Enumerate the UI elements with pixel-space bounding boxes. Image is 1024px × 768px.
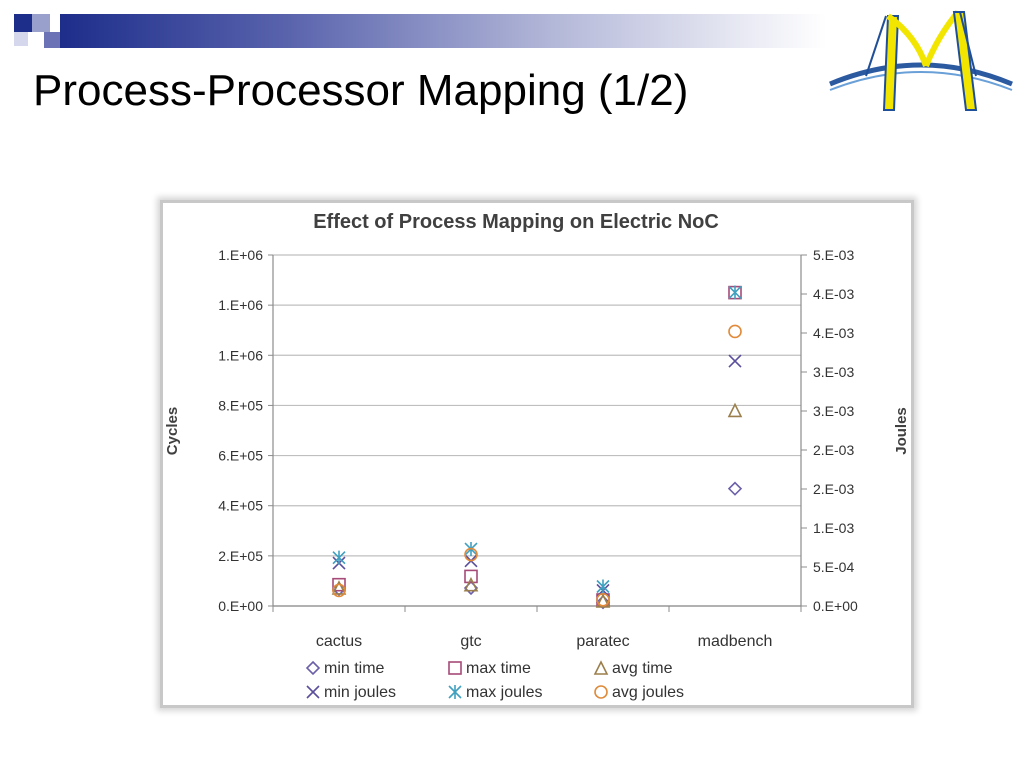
y2-tick-label: 3.E-03 — [813, 403, 854, 419]
marker-square — [464, 569, 478, 584]
y2-tick-label: 4.E-03 — [813, 286, 854, 302]
legend-marker-max-joules — [448, 685, 462, 699]
marker-star — [728, 285, 742, 300]
legend-item-avg-joules: avg joules — [594, 684, 684, 701]
plot-area: 0.E+00 2.E+05 4.E+05 6.E+05 8.E+05 1.E+06 1.E+… — [218, 247, 858, 650]
point-max-time — [464, 569, 478, 584]
chart-title: Effect of Process Mapping on Electric No… — [313, 211, 719, 233]
legend-item-min-joules: min joules — [306, 684, 396, 701]
marker-circle — [596, 592, 610, 607]
legend-item-max-joules: max joules — [448, 684, 542, 701]
chart-frame: Effect of Process Mapping on Electric No… — [160, 200, 914, 708]
point-max-joules — [332, 550, 346, 565]
legend-item-avg-time: avg time — [593, 660, 673, 677]
marker-star — [596, 579, 610, 594]
header-square-light — [32, 14, 50, 32]
logo-icon — [829, 10, 1013, 111]
point-avg-joules — [728, 324, 742, 339]
marker-x — [306, 685, 320, 699]
point-avg-time — [463, 576, 479, 592]
legend-label-max-joules: max joules — [466, 684, 542, 701]
legend-label-min-time: min time — [324, 660, 385, 677]
y-tick-label: 4.E+05 — [218, 498, 263, 514]
legend-item-min-time: min time — [305, 660, 385, 677]
point-min-time — [595, 595, 611, 610]
point-max-joules — [728, 285, 742, 300]
header-square-dark — [14, 14, 32, 32]
legend-marker-min-time — [305, 660, 321, 676]
y-tick-label: 1.E+06 — [218, 297, 263, 313]
legend-label-min-joules: min joules — [324, 684, 396, 701]
point-max-time — [332, 577, 346, 592]
header-square-faint — [14, 32, 28, 46]
point-avg-time — [727, 402, 743, 418]
legend: min time max time avg time min joules max jo… — [305, 660, 684, 701]
point-min-time — [727, 481, 743, 496]
x-tick-label: cactus — [316, 633, 362, 650]
point-avg-joules — [596, 592, 610, 607]
y-tick-label: 2.E+05 — [218, 548, 263, 564]
marker-diamond — [595, 595, 611, 610]
x-tick-label: madbench — [698, 633, 773, 650]
marker-diamond — [305, 660, 321, 676]
marker-circle — [594, 685, 608, 699]
legend-marker-avg-time — [593, 660, 609, 675]
header-square-mid — [44, 32, 60, 48]
point-max-joules — [596, 579, 610, 594]
y2-tick-label: 1.E-03 — [813, 520, 854, 536]
y-tick-label: 6.E+05 — [218, 448, 263, 464]
y-tick-label: 0.E+00 — [218, 598, 263, 614]
marker-triangle — [331, 580, 347, 595]
y-tick-label: 8.E+05 — [218, 397, 263, 413]
y2-tick-label: 5.E-03 — [813, 247, 854, 263]
marker-star — [332, 550, 346, 565]
y-tick-label: 1.E+06 — [218, 247, 263, 263]
legend-label-avg-joules: avg joules — [612, 684, 684, 701]
legend-marker-max-time — [448, 661, 462, 675]
x-tick-label: gtc — [460, 633, 481, 650]
point-avg-time — [331, 580, 347, 595]
y2-tick-label: 5.E-04 — [813, 559, 854, 575]
y-axis-label: Cycles — [164, 407, 181, 455]
marker-triangle — [463, 576, 479, 592]
point-avg-joules — [464, 547, 478, 562]
marker-circle — [464, 547, 478, 562]
y2-axis-label: Joules — [893, 407, 910, 455]
marker-circle — [728, 324, 742, 339]
y2-tick-label: 3.E-03 — [813, 364, 854, 380]
scatter-chart: Effect of Process Mapping on Electric No… — [164, 211, 910, 701]
point-avg-joules — [332, 583, 346, 598]
y2-tick-label: 2.E-03 — [813, 442, 854, 458]
marker-circle — [332, 583, 346, 598]
marker-square — [448, 661, 462, 675]
y-tick-label: 1.E+06 — [218, 347, 263, 363]
marker-triangle — [595, 593, 611, 608]
x-tick-label: paratec — [576, 633, 629, 650]
marker-triangle — [593, 660, 609, 675]
y2-tick-label: 4.E-03 — [813, 325, 854, 341]
marker-x — [728, 354, 742, 368]
marker-diamond — [727, 481, 743, 496]
header-gradient-bar — [60, 14, 826, 48]
slide-title: Process-Processor Mapping (1/2) — [33, 66, 689, 115]
point-min-joules — [728, 354, 742, 368]
y2-tick-label: 0.E+00 — [813, 598, 858, 614]
legend-label-avg-time: avg time — [612, 660, 673, 677]
legend-item-max-time: max time — [448, 660, 531, 677]
point-avg-time — [595, 593, 611, 608]
y2-tick-label: 2.E-03 — [813, 481, 854, 497]
marker-triangle — [727, 402, 743, 418]
legend-marker-avg-joules — [594, 685, 608, 699]
marker-square — [332, 577, 346, 592]
marker-star — [448, 685, 462, 699]
legend-marker-min-joules — [306, 685, 320, 699]
legend-label-max-time: max time — [466, 660, 531, 677]
